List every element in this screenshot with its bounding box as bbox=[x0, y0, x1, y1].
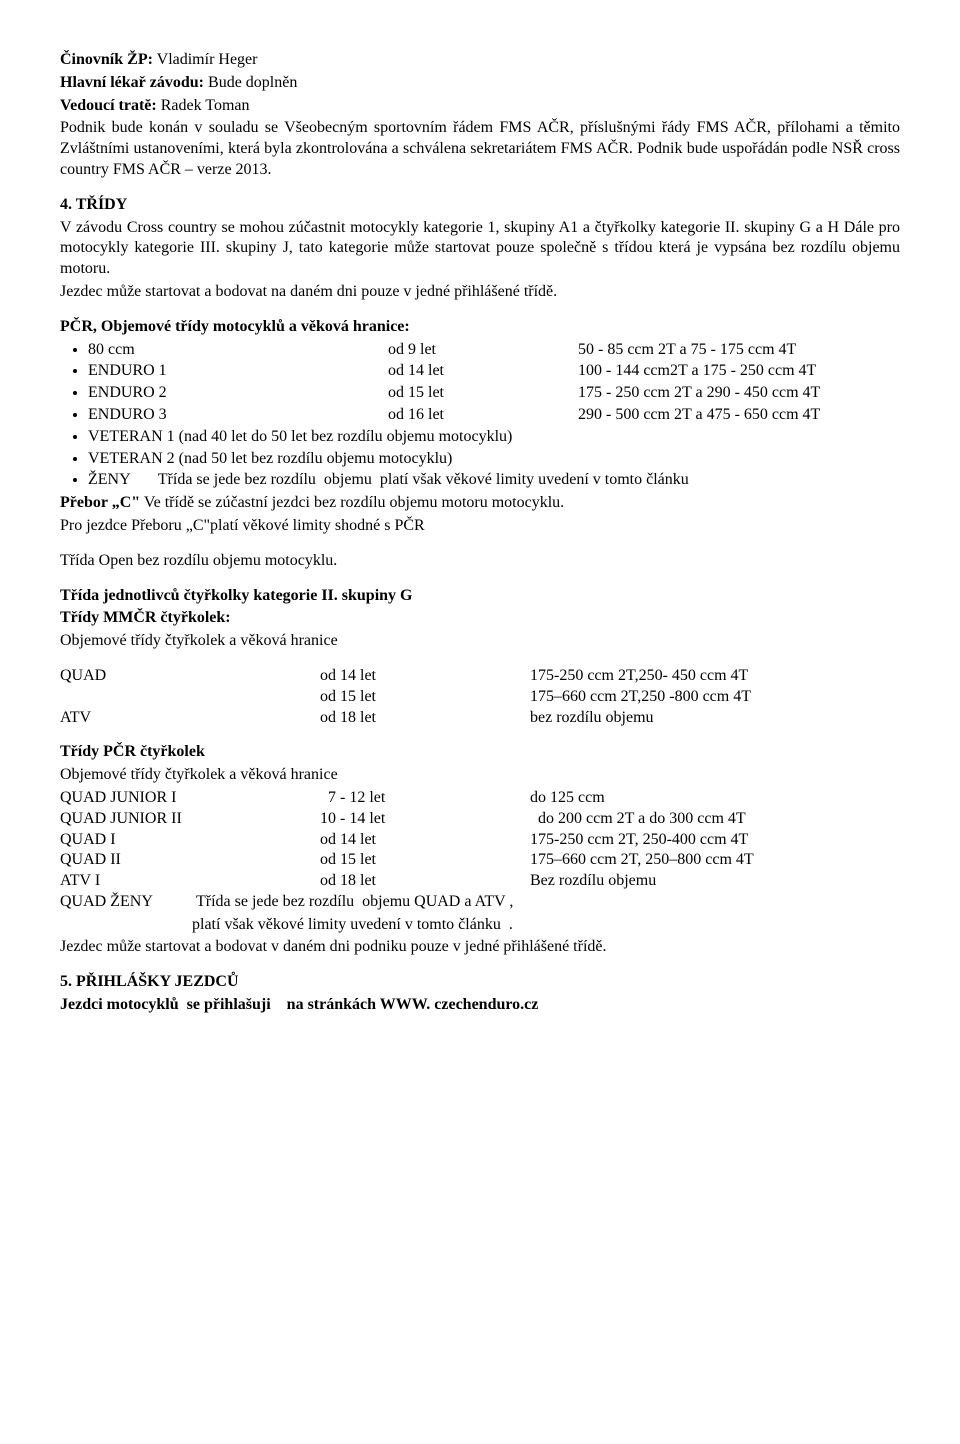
pq-class: ATV I bbox=[60, 871, 320, 892]
doctor-value: Bude doplněn bbox=[204, 74, 297, 91]
pcr-spec: 175 - 250 ccm 2T a 290 - 450 ccm 4T bbox=[578, 383, 900, 404]
q-class: ATV bbox=[60, 708, 320, 729]
veteran1: VETERAN 1 (nad 40 let do 50 let bez rozd… bbox=[88, 428, 512, 445]
pq-age: 10 - 14 let bbox=[320, 809, 530, 830]
table-row: QUAD JUNIOR I 7 - 12 letdo 125 ccm bbox=[60, 788, 900, 809]
list-item: ENDURO 3od 16 let290 - 500 ccm 2T a 475 … bbox=[88, 405, 900, 426]
doctor-label: Hlavní lékař závodu: bbox=[60, 74, 204, 91]
quad-h2: Třídy MMČR čtyřkolek: bbox=[60, 608, 900, 629]
list-item: ENDURO 2od 15 let175 - 250 ccm 2T a 290 … bbox=[88, 383, 900, 404]
q-class bbox=[60, 687, 320, 708]
q-age: od 15 let bbox=[320, 687, 530, 708]
intro-paragraph: Podnik bude konán v souladu se Všeobecný… bbox=[60, 118, 900, 180]
track-line: Vedoucí tratě: Radek Toman bbox=[60, 96, 900, 117]
q-spec: 175–660 ccm 2T,250 -800 ccm 4T bbox=[530, 687, 900, 708]
pcrq-last: Jezdec může startovat a bodovat v daném … bbox=[60, 937, 900, 958]
zeny: ŽENY Třída se jede bez rozdílu objemu pl… bbox=[88, 471, 689, 488]
pcrq-heading: Třídy PČR čtyřkolek bbox=[60, 742, 900, 763]
q-spec: bez rozdílu objemu bbox=[530, 708, 900, 729]
official-line: Činovník ŽP: Vladimír Heger bbox=[60, 50, 900, 71]
table-row: QUAD Iod 14 let175-250 ccm 2T, 250-400 c… bbox=[60, 830, 900, 851]
quad-table: QUADod 14 let175-250 ccm 2T,250- 450 ccm… bbox=[60, 666, 900, 728]
official-name: Vladimír Heger bbox=[153, 51, 258, 68]
table-row: QUAD IIod 15 let175–660 ccm 2T, 250–800 … bbox=[60, 850, 900, 871]
table-row: ATV Iod 18 letBez rozdílu objemu bbox=[60, 871, 900, 892]
section-5-title: 5. PŘIHLÁŠKY JEZDCŮ bbox=[60, 972, 900, 993]
list-item: VETERAN 2 (nad 50 let bez rozdílu objemu… bbox=[88, 449, 900, 470]
pcr-spec: 100 - 144 ccm2T a 175 - 250 ccm 4T bbox=[578, 361, 900, 382]
veteran2: VETERAN 2 (nad 50 let bez rozdílu objemu… bbox=[88, 450, 452, 467]
prebor-text: Ve třídě se zúčastní jezdci bez rozdílu … bbox=[140, 494, 564, 511]
section-4-p1: V závodu Cross country se mohou zúčastni… bbox=[60, 218, 900, 280]
pq-age: od 18 let bbox=[320, 871, 530, 892]
track-label: Vedoucí tratě: bbox=[60, 97, 157, 114]
prebor-line: Přebor „C" Ve třídě se zúčastní jezdci b… bbox=[60, 493, 900, 514]
table-row: QUAD JUNIOR II10 - 14 let do 200 ccm 2T … bbox=[60, 809, 900, 830]
q-spec: 175-250 ccm 2T,250- 450 ccm 4T bbox=[530, 666, 900, 687]
prebor-line2: Pro jezdce Přeboru „C"platí věkové limit… bbox=[60, 516, 900, 537]
open-line: Třída Open bez rozdílu objemu motocyklu. bbox=[60, 551, 900, 572]
pcr-class: 80 ccm bbox=[88, 340, 388, 361]
pcrq-table: QUAD JUNIOR I 7 - 12 letdo 125 ccm QUAD … bbox=[60, 788, 900, 892]
pq-class: QUAD I bbox=[60, 830, 320, 851]
quad-h1: Třída jednotlivců čtyřkolky kategorie II… bbox=[60, 586, 900, 607]
q-class: QUAD bbox=[60, 666, 320, 687]
q-age: od 18 let bbox=[320, 708, 530, 729]
pcr-spec: 50 - 85 ccm 2T a 75 - 175 ccm 4T bbox=[578, 340, 900, 361]
pq-age: od 15 let bbox=[320, 850, 530, 871]
section-5-line: Jezdci motocyklů se přihlašuji na stránk… bbox=[60, 995, 900, 1016]
section-4-title: 4. TŘÍDY bbox=[60, 195, 900, 216]
pcr-list: 80 ccmod 9 let 50 - 85 ccm 2T a 75 - 175… bbox=[60, 340, 900, 492]
pcr-age: od 14 let bbox=[388, 361, 578, 382]
pcr-age: od 15 let bbox=[388, 383, 578, 404]
doctor-line: Hlavní lékař závodu: Bude doplněn bbox=[60, 73, 900, 94]
pq-spec: do 200 ccm 2T a do 300 ccm 4T bbox=[530, 809, 900, 830]
track-value: Radek Toman bbox=[157, 97, 250, 114]
pq-spec: 175–660 ccm 2T, 250–800 ccm 4T bbox=[530, 850, 900, 871]
prebor-label: Přebor „C" bbox=[60, 494, 140, 511]
quad-zeny1: QUAD ŽENY Třída se jede bez rozdílu obje… bbox=[60, 892, 900, 913]
pq-age: od 14 let bbox=[320, 830, 530, 851]
pcr-age: od 9 let bbox=[388, 340, 578, 361]
pq-class: QUAD II bbox=[60, 850, 320, 871]
list-item: ŽENY Třída se jede bez rozdílu objemu pl… bbox=[88, 470, 900, 491]
pcr-heading: PČR, Objemové třídy motocyklů a věková h… bbox=[60, 317, 900, 338]
pq-age: 7 - 12 let bbox=[320, 788, 530, 809]
section-4-p2: Jezdec může startovat a bodovat na daném… bbox=[60, 282, 900, 303]
pq-class: QUAD JUNIOR I bbox=[60, 788, 320, 809]
pcr-class: ENDURO 3 bbox=[88, 405, 388, 426]
pcr-class: ENDURO 2 bbox=[88, 383, 388, 404]
pq-spec: Bez rozdílu objemu bbox=[530, 871, 900, 892]
pq-class: QUAD JUNIOR II bbox=[60, 809, 320, 830]
table-row: od 15 let175–660 ccm 2T,250 -800 ccm 4T bbox=[60, 687, 900, 708]
pq-spec: 175-250 ccm 2T, 250-400 ccm 4T bbox=[530, 830, 900, 851]
pcrq-sub: Objemové třídy čtyřkolek a věková hranic… bbox=[60, 765, 900, 786]
pcr-class: ENDURO 1 bbox=[88, 361, 388, 382]
table-row: ATVod 18 letbez rozdílu objemu bbox=[60, 708, 900, 729]
list-item: VETERAN 1 (nad 40 let do 50 let bez rozd… bbox=[88, 427, 900, 448]
pcr-age: od 16 let bbox=[388, 405, 578, 426]
q-age: od 14 let bbox=[320, 666, 530, 687]
list-item: ENDURO 1od 14 let100 - 144 ccm2T a 175 -… bbox=[88, 361, 900, 382]
list-item: 80 ccmod 9 let 50 - 85 ccm 2T a 75 - 175… bbox=[88, 340, 900, 361]
pq-spec: do 125 ccm bbox=[530, 788, 900, 809]
official-label: Činovník ŽP: bbox=[60, 51, 153, 68]
pcr-spec: 290 - 500 ccm 2T a 475 - 650 ccm 4T bbox=[578, 405, 900, 426]
table-row: QUADod 14 let175-250 ccm 2T,250- 450 ccm… bbox=[60, 666, 900, 687]
quad-sub: Objemové třídy čtyřkolek a věková hranic… bbox=[60, 631, 900, 652]
quad-zeny2: platí však věkové limity uvedení v tomto… bbox=[60, 915, 900, 936]
